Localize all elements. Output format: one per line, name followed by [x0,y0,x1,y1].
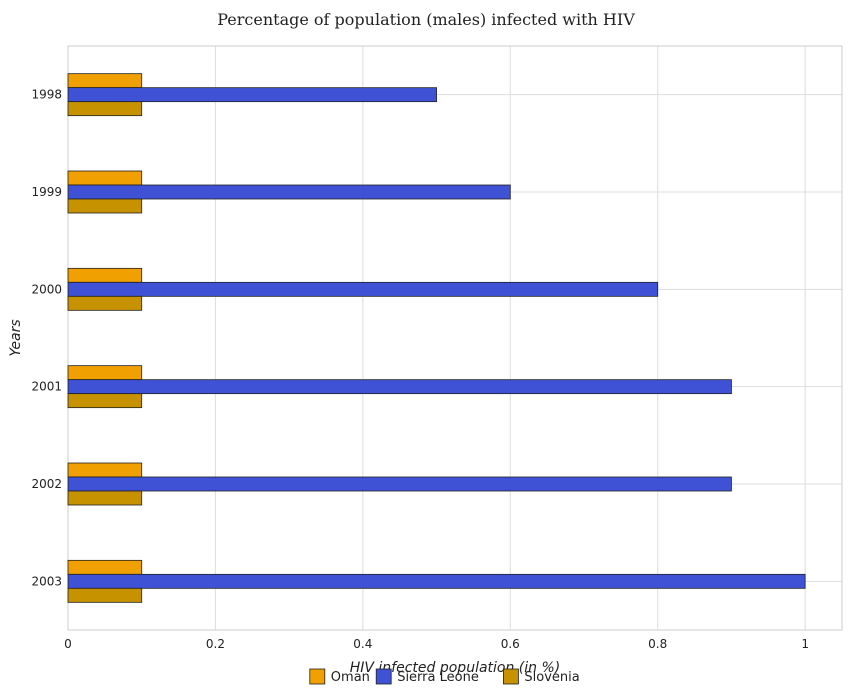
bar-sierra-leone-2001 [67,379,732,395]
bar-sierra-leone-1999 [67,184,511,200]
y-tick-label: 2000 [31,282,62,296]
bar-oman-2000 [67,267,143,283]
x-tick-label: 0 [64,637,72,651]
bar-oman-1999 [67,170,143,186]
plot-frame [67,45,843,631]
bar-oman-1998 [67,73,143,89]
y-tick-label: 2001 [31,380,62,394]
bars [67,73,806,603]
bar-slovenia-1998 [67,101,143,117]
legend: Oman Sierra Leone Slovenia [309,668,580,685]
bar-slovenia-1999 [67,198,143,214]
bar-sierra-leone-2003 [67,573,806,589]
x-tick-label: 0.6 [501,637,520,651]
legend-label: Sierra Leone [397,670,479,685]
bar-oman-2002 [67,462,143,478]
y-tick-label: 2003 [31,574,62,588]
x-tick-label: 1 [801,637,809,651]
legend-swatch-slovenia [502,668,519,685]
bar-sierra-leone-1998 [67,87,437,103]
bar-sierra-leone-2002 [67,476,732,492]
x-tick-label: 0.4 [353,637,372,651]
bar-oman-2003 [67,559,143,575]
y-tick-labels: 1998 1999 2000 2001 2002 2003 [31,88,62,589]
legend-label: Slovenia [524,670,579,685]
legend-swatch-sierra-leone [375,668,392,685]
y-axis-title: Years [8,319,24,356]
bar-slovenia-2001 [67,393,143,409]
x-tick-labels: 0 0.2 0.4 0.6 0.8 1 [64,637,809,651]
y-tick-label: 1998 [31,88,62,102]
bar-slovenia-2002 [67,490,143,506]
legend-swatch-oman [309,668,326,685]
chart-title: Percentage of population (males) infecte… [217,10,635,29]
y-tick-label: 2002 [31,477,62,491]
y-tick-label: 1999 [31,185,62,199]
x-tick-label: 0.8 [648,637,667,651]
bar-sierra-leone-2000 [67,281,659,297]
x-tick-label: 0.2 [206,637,225,651]
bar-slovenia-2003 [67,587,143,603]
gridlines [67,46,842,630]
legend-label: Oman [331,670,370,685]
bar-slovenia-2000 [67,295,143,311]
bar-oman-2001 [67,365,143,381]
